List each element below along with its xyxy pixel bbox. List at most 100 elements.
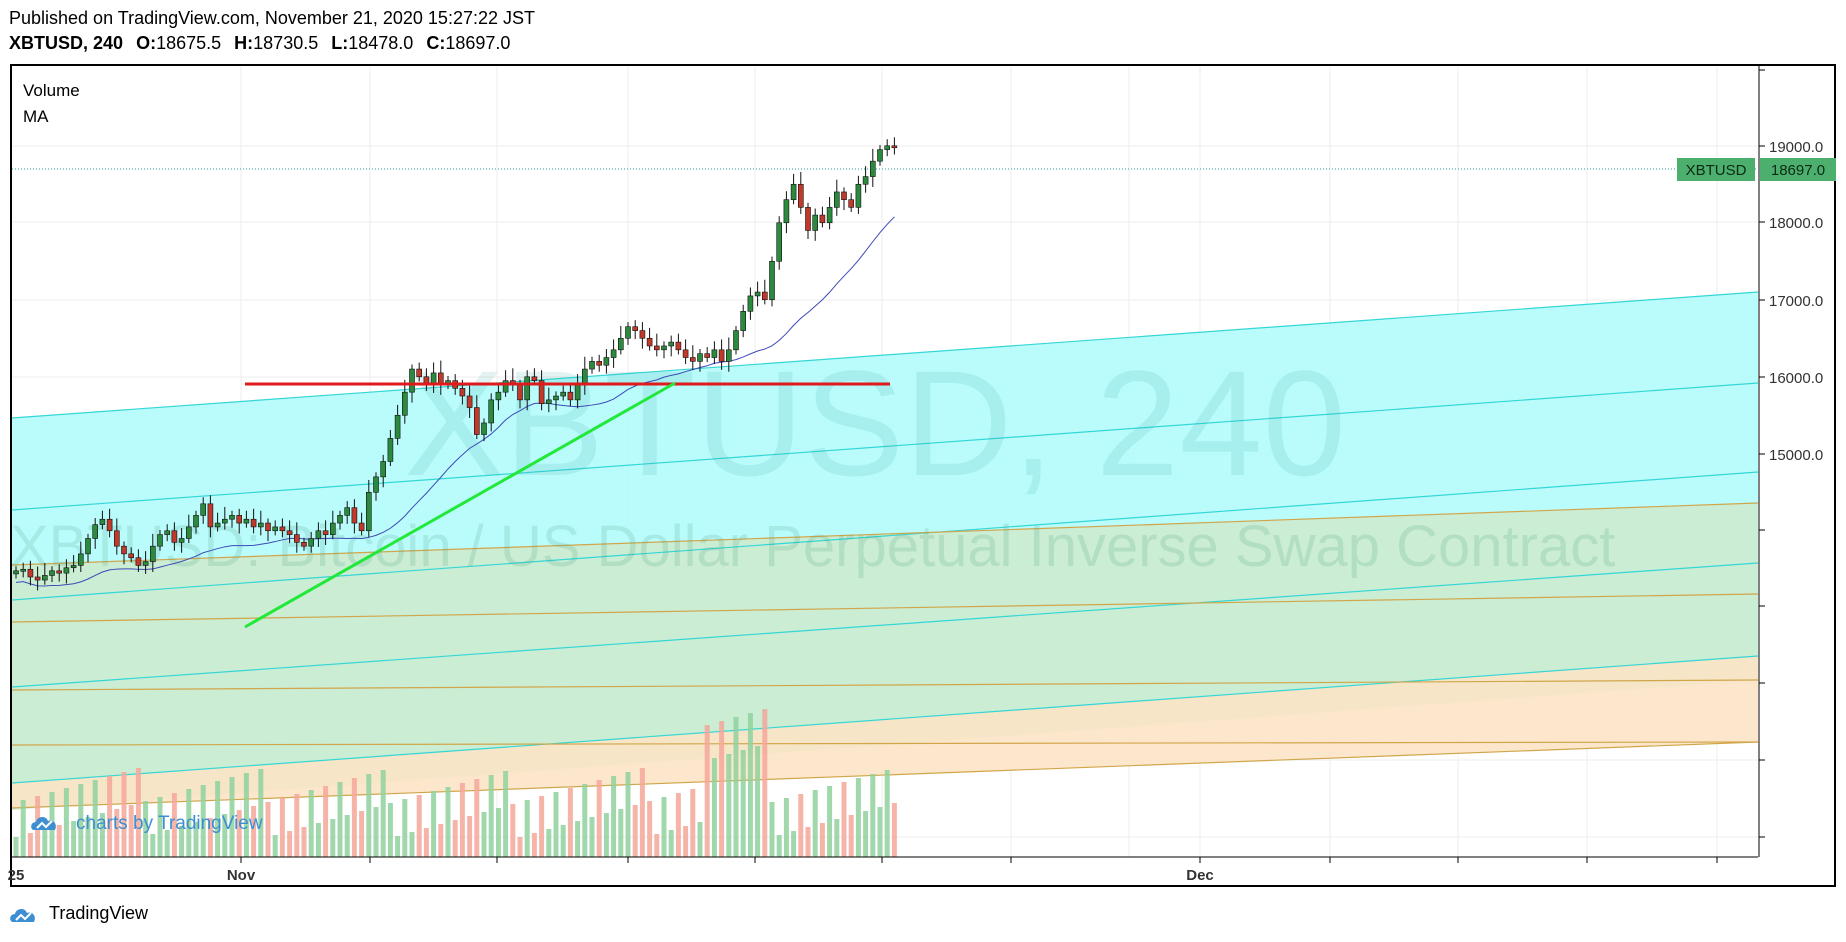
candle-body[interactable] bbox=[114, 530, 120, 547]
candle-body[interactable] bbox=[632, 326, 639, 331]
candle-body[interactable] bbox=[574, 384, 581, 401]
candle-body[interactable] bbox=[704, 353, 711, 358]
candle-body[interactable] bbox=[351, 507, 358, 524]
price-axis[interactable]: 19000.0 18000.0 17000.0 16000.0 15000.0 bbox=[1758, 66, 1823, 857]
candle-body[interactable] bbox=[243, 518, 250, 524]
candle-body[interactable] bbox=[841, 191, 847, 200]
candle-body[interactable] bbox=[524, 376, 531, 401]
candle-body[interactable] bbox=[848, 199, 855, 208]
candle-body[interactable] bbox=[380, 461, 387, 478]
candle-body[interactable] bbox=[689, 357, 696, 362]
candle-body[interactable] bbox=[70, 565, 77, 569]
candle-body[interactable] bbox=[416, 368, 423, 378]
candle-body[interactable] bbox=[85, 538, 91, 555]
candle-body[interactable] bbox=[186, 526, 192, 539]
candle-body[interactable] bbox=[581, 368, 588, 385]
candle-body[interactable] bbox=[178, 538, 185, 543]
chart-frame[interactable] bbox=[10, 64, 1836, 887]
candle-body[interactable] bbox=[668, 341, 675, 347]
candle-body[interactable] bbox=[754, 291, 761, 297]
candle-body[interactable] bbox=[20, 568, 27, 572]
candle-body[interactable] bbox=[193, 515, 199, 528]
candle-body[interactable] bbox=[502, 380, 509, 393]
candle-body[interactable] bbox=[639, 330, 646, 339]
candle-body[interactable] bbox=[682, 349, 689, 358]
candle-body[interactable] bbox=[128, 553, 134, 559]
candle-body[interactable] bbox=[481, 422, 487, 435]
candle-body[interactable] bbox=[473, 407, 480, 435]
candle-body[interactable] bbox=[308, 538, 315, 547]
candle-body[interactable] bbox=[812, 214, 819, 231]
candle-body[interactable] bbox=[826, 207, 833, 224]
candle-body[interactable] bbox=[157, 534, 163, 547]
candle-body[interactable] bbox=[697, 353, 703, 362]
candle-body[interactable] bbox=[250, 518, 257, 528]
candle-body[interactable] bbox=[761, 291, 768, 301]
candle-body[interactable] bbox=[301, 542, 307, 547]
candle-body[interactable] bbox=[337, 515, 343, 524]
candle-body[interactable] bbox=[553, 395, 559, 401]
candle-body[interactable] bbox=[819, 214, 826, 224]
candle-body[interactable] bbox=[34, 576, 41, 581]
trend-lines[interactable] bbox=[244, 381, 890, 629]
candle-body[interactable] bbox=[833, 191, 840, 208]
candle-body[interactable] bbox=[646, 337, 653, 347]
candle-body[interactable] bbox=[560, 391, 567, 397]
candle-body[interactable] bbox=[171, 530, 178, 543]
candle-body[interactable] bbox=[783, 199, 790, 224]
candle-body[interactable] bbox=[78, 553, 84, 566]
candle-body[interactable] bbox=[653, 345, 660, 351]
candle-body[interactable] bbox=[358, 522, 365, 532]
candle-body[interactable] bbox=[617, 337, 624, 351]
candle-body[interactable] bbox=[769, 260, 775, 301]
candle-body[interactable] bbox=[265, 522, 271, 532]
candle-body[interactable] bbox=[459, 388, 466, 397]
candle-body[interactable] bbox=[286, 530, 293, 535]
candle-body[interactable] bbox=[293, 534, 300, 543]
candle-body[interactable] bbox=[747, 295, 754, 312]
candle-body[interactable] bbox=[257, 522, 264, 528]
candle-body[interactable] bbox=[272, 526, 279, 532]
candle-body[interactable] bbox=[545, 399, 552, 405]
candle-body[interactable] bbox=[589, 361, 595, 370]
candle-body[interactable] bbox=[365, 491, 372, 532]
candle-body[interactable] bbox=[373, 476, 379, 493]
candle-body[interactable] bbox=[207, 503, 214, 528]
candle-body[interactable] bbox=[884, 145, 891, 150]
candle-body[interactable] bbox=[495, 391, 502, 401]
candle-body[interactable] bbox=[517, 384, 523, 401]
candle-body[interactable] bbox=[401, 391, 408, 416]
candle-body[interactable] bbox=[394, 414, 401, 439]
candle-body[interactable] bbox=[862, 176, 869, 185]
candle-body[interactable] bbox=[661, 345, 667, 351]
candle-body[interactable] bbox=[164, 530, 170, 535]
candle-body[interactable] bbox=[41, 575, 48, 581]
candle-body[interactable] bbox=[891, 145, 898, 149]
candle-body[interactable] bbox=[538, 380, 545, 405]
candle-body[interactable] bbox=[142, 561, 149, 566]
candle-body[interactable] bbox=[49, 570, 55, 576]
candle-body[interactable] bbox=[63, 567, 70, 574]
candle-body[interactable] bbox=[387, 438, 394, 462]
candle-body[interactable] bbox=[322, 530, 329, 535]
candle-body[interactable] bbox=[596, 361, 603, 366]
candle-body[interactable] bbox=[329, 522, 336, 535]
candle-body[interactable] bbox=[805, 207, 811, 231]
candlesticks[interactable] bbox=[13, 137, 898, 591]
candle-body[interactable] bbox=[610, 349, 617, 358]
candle-body[interactable] bbox=[855, 183, 862, 208]
candle-body[interactable] bbox=[99, 518, 106, 525]
candle-body[interactable] bbox=[279, 526, 286, 532]
candle-body[interactable] bbox=[466, 395, 473, 408]
candle-body[interactable] bbox=[214, 522, 221, 528]
candle-body[interactable] bbox=[567, 391, 574, 401]
candle-body[interactable] bbox=[13, 570, 19, 575]
candle-body[interactable] bbox=[531, 376, 538, 381]
candle-body[interactable] bbox=[106, 518, 113, 532]
candle-body[interactable] bbox=[740, 311, 747, 331]
candle-body[interactable] bbox=[344, 507, 351, 516]
candle-body[interactable] bbox=[725, 349, 732, 362]
candle-body[interactable] bbox=[718, 349, 725, 362]
candle-body[interactable] bbox=[603, 357, 610, 366]
tradingview-footer[interactable]: TradingView bbox=[9, 902, 148, 924]
